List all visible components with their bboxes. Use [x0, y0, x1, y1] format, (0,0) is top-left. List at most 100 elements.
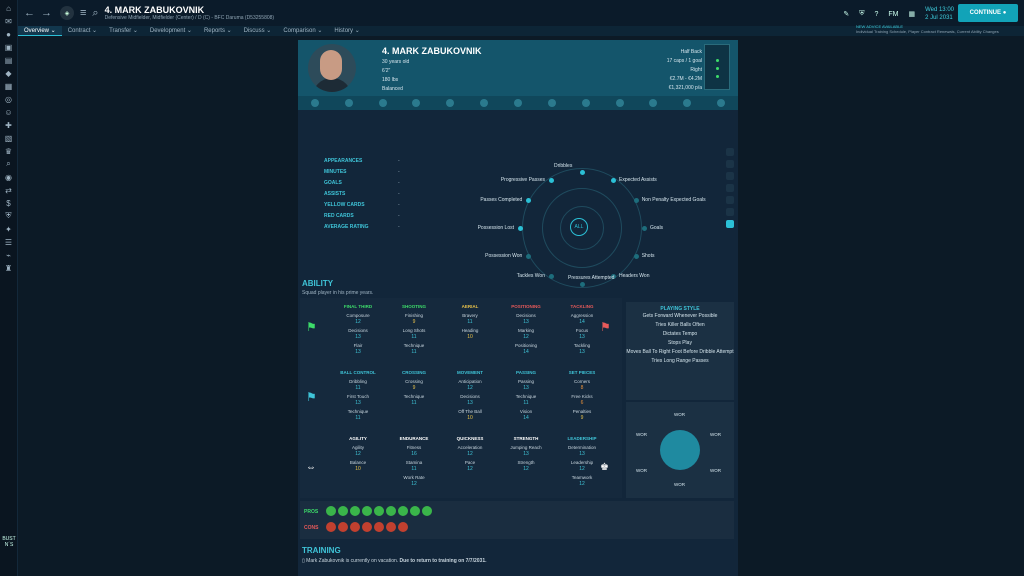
pro-icon[interactable] — [422, 506, 432, 516]
tab-overview[interactable]: Overview ⌄ — [18, 26, 62, 36]
radar-center-button[interactable]: ALL — [570, 218, 588, 236]
position-pitch[interactable] — [704, 44, 730, 90]
tab-reports[interactable]: Reports ⌄ — [203, 28, 232, 34]
pro-icon[interactable] — [326, 506, 336, 516]
tool-icon[interactable] — [726, 208, 734, 216]
attribute-group-title: SHOOTING — [401, 304, 426, 309]
dev-centre-icon[interactable]: ☰ — [4, 237, 13, 247]
tab-contract[interactable]: Contract ⌄ — [67, 28, 98, 34]
calendar-icon[interactable]: ▤ — [4, 55, 13, 65]
radar-point[interactable] — [633, 198, 639, 204]
tab-transfer[interactable]: Transfer ⌄ — [109, 28, 138, 34]
tab-discuss[interactable]: Discuss ⌄ — [243, 28, 272, 34]
con-icon[interactable] — [374, 522, 384, 532]
con-icon[interactable] — [398, 522, 408, 532]
medical-icon[interactable]: ✚ — [5, 120, 12, 130]
tool-icon[interactable] — [726, 160, 734, 168]
tool-icon[interactable] — [726, 172, 734, 180]
info-icon[interactable] — [480, 99, 489, 107]
data-hub-icon[interactable]: ▦ — [4, 81, 13, 91]
advice-text: Individual Training Schedule, Player Con… — [856, 29, 999, 34]
continue-button[interactable]: CONTINUE ● — [958, 4, 1018, 22]
info-icon[interactable] — [649, 99, 658, 107]
menu-icon[interactable]: ≡ — [80, 7, 87, 19]
radar-point[interactable] — [633, 253, 639, 259]
club-badge-icon[interactable]: ◈ — [60, 6, 74, 20]
info-icon[interactable] — [513, 99, 522, 107]
radar-point[interactable] — [642, 226, 647, 231]
info-icon[interactable] — [412, 99, 421, 107]
info-icon[interactable] — [547, 99, 556, 107]
attribute-name: Heading — [461, 328, 479, 333]
info-icon[interactable] — [344, 99, 353, 107]
scouting-icon[interactable]: ◉ — [5, 172, 12, 182]
info-icon[interactable] — [378, 99, 387, 107]
schedule-icon[interactable]: ▧ — [4, 133, 13, 143]
forward-arrow-icon[interactable]: → — [41, 7, 52, 19]
edit-icon[interactable]: ✎ — [843, 11, 850, 18]
trophy-icon[interactable]: ♛ — [4, 146, 13, 156]
info-icon[interactable] — [310, 99, 319, 107]
tool-icon[interactable] — [726, 148, 734, 156]
help-icon[interactable]: ? — [874, 10, 879, 18]
radar-point[interactable] — [518, 226, 523, 231]
club-crest-icon[interactable]: ⛨ — [859, 10, 865, 17]
staff-icon[interactable]: ☺ — [4, 107, 13, 117]
tool-icon[interactable] — [726, 220, 734, 228]
inbox-icon[interactable]: ✉ — [5, 16, 12, 26]
role-label: WOR — [674, 412, 685, 417]
tab-comparison[interactable]: Comparison ⌄ — [283, 28, 323, 34]
cons-label: CONS — [304, 525, 319, 531]
tab-history[interactable]: History ⌄ — [334, 28, 360, 34]
con-icon[interactable] — [350, 522, 360, 532]
youth-icon[interactable]: ✦ — [5, 224, 12, 234]
fm-logo[interactable]: FM — [888, 10, 899, 18]
pro-icon[interactable] — [386, 506, 396, 516]
tool-icon[interactable] — [726, 184, 734, 192]
pro-icon[interactable] — [338, 506, 348, 516]
playing-style-item: Moves Ball To Right Foot Before Dribble … — [626, 349, 734, 355]
info-icon[interactable] — [615, 99, 624, 107]
radar-point[interactable] — [526, 253, 532, 259]
advice-banner[interactable]: NEW ADVICE AVAILABLE Individual Training… — [856, 24, 1006, 34]
training-icon[interactable]: ◎ — [5, 94, 12, 104]
home-icon[interactable]: ⌂ — [6, 3, 11, 13]
radar-point[interactable] — [611, 274, 616, 280]
pro-icon[interactable] — [362, 506, 372, 516]
squad-icon[interactable]: ▣ — [4, 42, 13, 52]
transfers-icon[interactable]: ⇄ — [5, 185, 12, 195]
con-icon[interactable] — [362, 522, 372, 532]
search-icon[interactable]: ⌕ — [6, 159, 11, 168]
con-icon[interactable] — [326, 522, 336, 532]
club-icon[interactable]: ⛨ — [5, 211, 12, 220]
radar-point[interactable] — [580, 170, 585, 176]
radar-point[interactable] — [526, 198, 532, 204]
tool-icon[interactable] — [726, 196, 734, 204]
zoom-icon[interactable]: ⌕ — [92, 6, 99, 19]
radar-point[interactable] — [549, 274, 554, 280]
avatar[interactable]: ● — [6, 29, 11, 39]
info-icon[interactable] — [446, 99, 455, 107]
pro-icon[interactable] — [350, 506, 360, 516]
back-arrow-icon[interactable]: ← — [24, 7, 35, 19]
info-icon[interactable] — [683, 99, 692, 107]
con-icon[interactable] — [386, 522, 396, 532]
right-tools: ✎ ⛨ ? FM ▦ Wed 13:00 2 Jul 2031 — [843, 6, 954, 22]
game-date: Wed 13:00 2 Jul 2031 — [925, 6, 954, 22]
pro-icon[interactable] — [398, 506, 408, 516]
con-icon[interactable] — [338, 522, 348, 532]
info-icon[interactable] — [717, 99, 726, 107]
finances-icon[interactable]: $ — [6, 198, 11, 208]
radar-point[interactable] — [549, 177, 554, 183]
pro-icon[interactable] — [410, 506, 420, 516]
tab-development[interactable]: Development ⌄ — [149, 28, 192, 34]
board-icon[interactable]: ♜ — [4, 263, 13, 273]
radar-point[interactable] — [611, 177, 616, 183]
pro-icon[interactable] — [374, 506, 384, 516]
role-wheel[interactable] — [660, 430, 700, 470]
radar-point[interactable] — [580, 281, 585, 287]
player-position: Half Back — [680, 49, 702, 55]
info-icon[interactable] — [581, 99, 590, 107]
tactics-icon[interactable]: ◆ — [5, 68, 12, 78]
stats-icon[interactable]: ⌁ — [6, 250, 11, 260]
